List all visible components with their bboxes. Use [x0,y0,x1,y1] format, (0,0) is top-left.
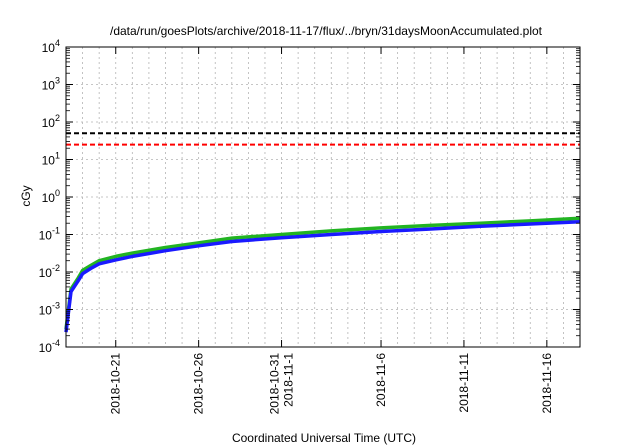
x-axis-label: Coordinated Universal Time (UTC) [232,431,416,445]
y-tick-label: 102 [42,113,60,130]
series-line [64,219,581,333]
y-tick-label: 10-1 [39,226,60,243]
chart-title: /data/run/goesPlots/archive/2018-11-17/f… [110,24,543,38]
y-tick-label: 10-2 [39,263,60,280]
y-tick-label: 10-4 [39,338,60,355]
data-series [64,216,581,333]
y-axis-ticks: 10-4 10-3 10-2 10-1 100 101 102 103 104 [39,38,580,355]
y-axis-label: cGy [19,185,33,206]
x-tick-label: 2018-11-11 [457,353,471,413]
y-tick-label: 103 [42,76,60,93]
x-tick-label: 2018-10-21 [109,353,123,415]
grid-lines [66,46,580,348]
x-tick-label: 2018-10-31 [268,353,282,415]
y-tick-label: 10-3 [39,301,60,318]
y-tick-label: 100 [42,188,60,205]
threshold-lines [66,132,580,146]
y-tick-label: 101 [42,151,60,168]
x-tick-label: 2018-11-1 [282,353,296,407]
y-tick-label: 104 [42,38,60,55]
x-axis-ticks: 2018-10-21 2018-10-26 2018-10-31 2018-11-1 2… [109,47,554,414]
series-line [64,216,581,330]
x-tick-label: 2018-10-26 [192,353,206,415]
x-tick-label: 2018-11-6 [374,353,388,407]
x-tick-label: 2018-11-16 [540,353,554,414]
